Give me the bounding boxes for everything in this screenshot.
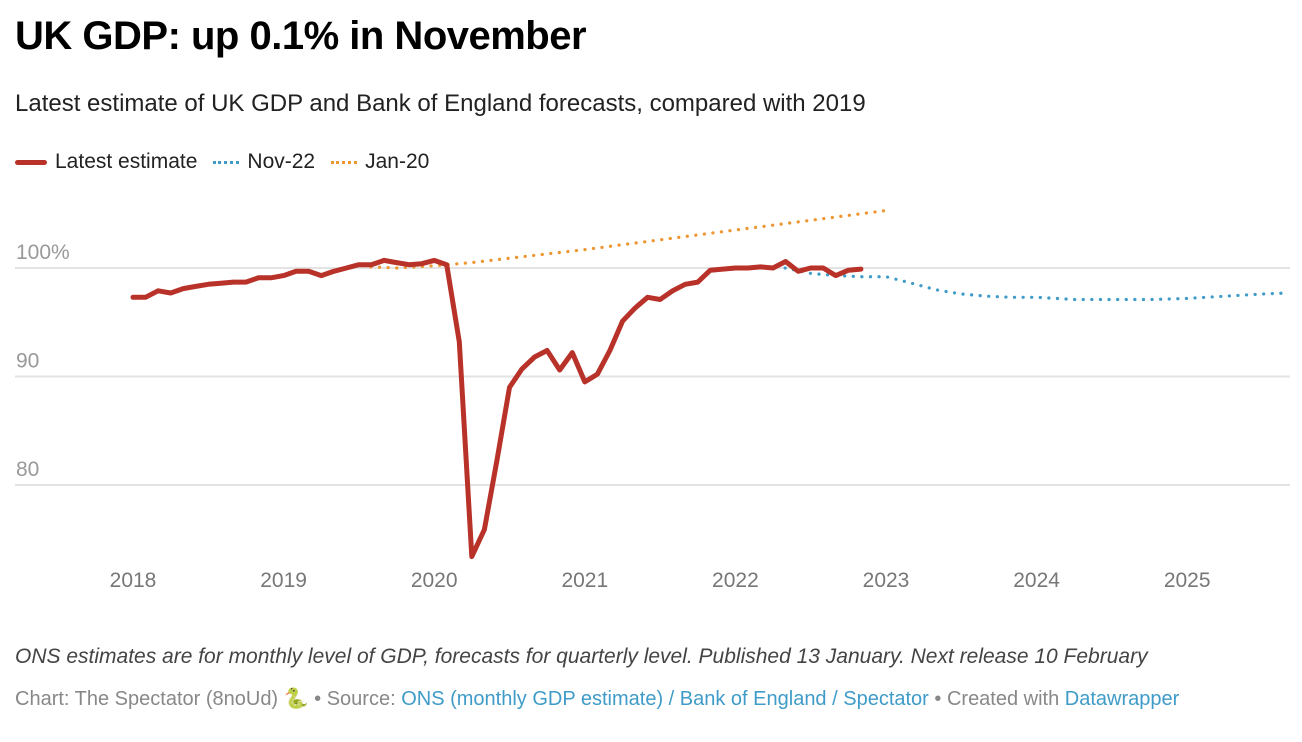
chart-notes: ONS estimates are for monthly level of G…	[15, 645, 1148, 668]
legend-label-jan20: Jan-20	[365, 150, 430, 173]
x-tick-label-2018: 2018	[110, 569, 157, 592]
series-line-nov22-forecast	[783, 266, 1290, 302]
legend-label-latest: Latest estimate	[55, 150, 198, 173]
legend-swatch-jan20	[331, 160, 358, 164]
snake-emoji-icon: 🐍	[283, 688, 309, 710]
chart-title: UK GDP: up 0.1% in November	[15, 14, 587, 58]
legend-item-latest: Latest estimate	[15, 150, 197, 174]
x-tick-label-2024: 2024	[1013, 569, 1060, 592]
legend-label-nov22: Nov-22	[247, 150, 316, 173]
line-chart: 100% 90 80 2018 2019 2020 2021 2022 2023 2024 2025	[15, 208, 1290, 592]
byline-created-prefix: • Created with	[928, 688, 1065, 710]
datawrapper-link[interactable]: Datawrapper	[1064, 688, 1180, 710]
chart-byline: Chart: The Spectator (8noUd) 🐍 • Source:…	[15, 686, 1179, 711]
source-link[interactable]: ONS (monthly GDP estimate) / Bank of Eng…	[401, 688, 929, 710]
y-tick-label-90: 90	[16, 350, 39, 373]
legend: Latest estimate Nov-22 Jan-20	[15, 150, 445, 174]
x-tick-label-2019: 2019	[260, 569, 307, 592]
x-tick-label-2022: 2022	[712, 569, 759, 592]
x-tick-label-2023: 2023	[863, 569, 910, 592]
x-tick-label-2021: 2021	[561, 569, 608, 592]
series-line-latest-estimate	[130, 257, 864, 560]
y-tick-label-100: 100%	[16, 241, 70, 264]
byline-source-prefix: • Source:	[308, 688, 402, 710]
chart-subtitle: Latest estimate of UK GDP and Bank of En…	[15, 90, 866, 117]
legend-swatch-nov22	[213, 160, 240, 164]
y-tick-label-80: 80	[16, 458, 39, 481]
byline-chart-label: Chart: The Spectator (8noUd)	[15, 688, 279, 710]
x-tick-label-2025: 2025	[1164, 569, 1211, 592]
legend-item-nov22: Nov-22	[213, 150, 315, 174]
legend-swatch-latest	[15, 159, 47, 165]
x-tick-label-2020: 2020	[411, 569, 458, 592]
series-line-jan20-forecast	[369, 208, 888, 270]
legend-item-jan20: Jan-20	[331, 150, 429, 174]
